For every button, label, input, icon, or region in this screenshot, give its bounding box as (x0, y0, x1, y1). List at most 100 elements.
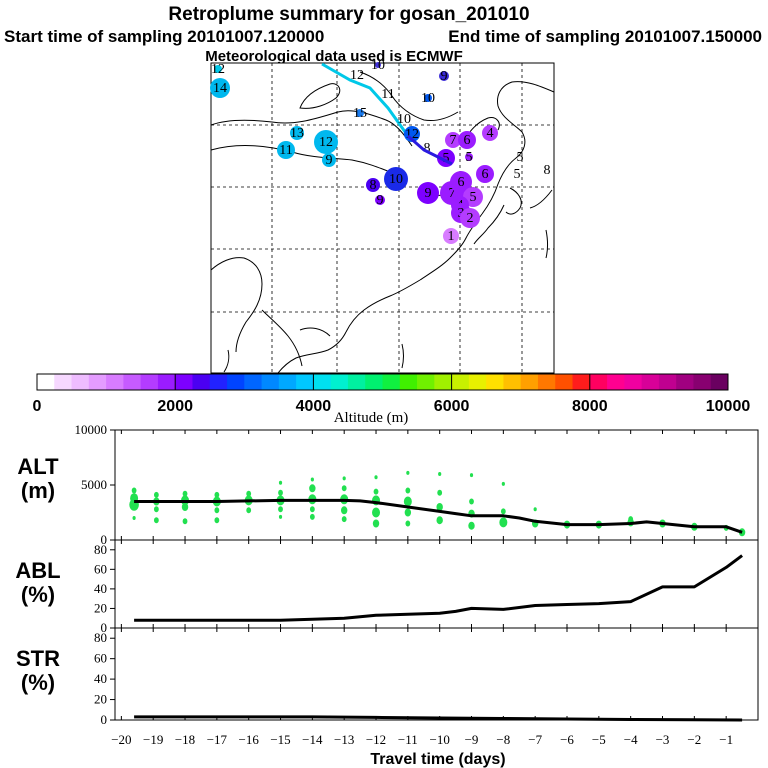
colorbar-swatch (261, 374, 280, 390)
altitude-sample-point (468, 521, 475, 530)
colorbar-swatch (468, 374, 487, 390)
colorbar-swatch (106, 374, 124, 390)
colorbar-swatch (88, 374, 107, 390)
altitude-sample-point (405, 520, 411, 527)
colorbar-swatch (192, 374, 211, 390)
x-tick-labels: −20 −19 −18 −17 −16 −15 −14 −13 −12 −11 −10 −9 −8 −7 −… (111, 732, 733, 747)
altitude-sample-point (533, 507, 537, 512)
x-tick-label: −7 (528, 732, 542, 747)
y-tick-label: 40 (94, 581, 107, 596)
altitude-sample-point (153, 491, 159, 498)
x-tick-label: −10 (430, 732, 450, 747)
map-point: 2 (460, 208, 480, 228)
altitude-sample-point (374, 475, 378, 480)
altitude-sample-point (372, 519, 380, 528)
colorbar-swatch (157, 374, 176, 390)
y-tick-label: 80 (94, 542, 107, 557)
panel-unit-label: (%) (21, 670, 55, 695)
colorbar-swatch (123, 374, 142, 390)
coastline (299, 327, 331, 337)
map-point-label: 2 (467, 211, 474, 226)
map-point: 9 (375, 193, 385, 208)
map-point-marker (314, 130, 338, 154)
map-point: 8 (424, 141, 431, 156)
altitude-sample-point (153, 506, 159, 513)
colorbar-tick-label: 6000 (434, 398, 470, 415)
map-point-label: 10 (397, 112, 411, 127)
end-time-label: End time of sampling 20101007.150000 (448, 27, 762, 46)
colorbar-swatch (710, 374, 729, 390)
map-point: 13 (290, 126, 304, 141)
altitude-sample-point (500, 508, 506, 515)
map-point-label: 9 (326, 153, 333, 168)
altitude-sample-point (436, 516, 443, 525)
altitude-sample-point (438, 472, 442, 476)
colorbar-swatch (244, 374, 263, 390)
map-point-label: 10 (371, 58, 385, 73)
map-point: 4 (482, 125, 498, 141)
colorbar-swatch (555, 374, 574, 390)
y-tick-label: 0 (101, 712, 108, 727)
altitude-sample-point (181, 503, 189, 511)
x-tick-label: −8 (496, 732, 510, 747)
map-point-label: 3 (458, 206, 465, 221)
map-point: 10 (421, 91, 435, 106)
x-tick-label: −6 (560, 732, 574, 747)
map-point: 9 (439, 69, 449, 84)
map-point-label: 10 (389, 172, 403, 187)
colorbar-swatch (54, 374, 73, 390)
altitude-sample-point (406, 470, 410, 475)
x-tick-label: −19 (143, 732, 163, 747)
altitude-sample-point (310, 477, 314, 482)
map-point: 10 (384, 167, 408, 191)
colorbar-swatch (434, 374, 453, 390)
y-tick-label: 40 (94, 671, 107, 686)
map-point: 6 (476, 165, 494, 183)
panel-str: 0 20 40 60 80 STR(%) (16, 627, 759, 727)
colorbar-tick-label: 10000 (706, 398, 751, 415)
altitude-sample-point (246, 507, 252, 514)
x-tick-label: −20 (111, 732, 131, 747)
map-point: 10 (371, 58, 385, 73)
colorbar-swatch (313, 374, 332, 390)
altitude-sample-point (132, 516, 136, 520)
map-point-label: 9 (377, 193, 384, 208)
mean-line (134, 715, 743, 722)
altitude-sample-point (341, 485, 347, 492)
map-point: 11 (381, 87, 394, 102)
coastline (345, 279, 421, 333)
map-point: 15 (353, 106, 367, 121)
map-point-label: 4 (487, 126, 494, 141)
coastline (505, 187, 522, 215)
coastline (529, 189, 553, 209)
map-point-marker (356, 109, 364, 117)
y-tick-label: 0 (101, 620, 108, 635)
x-tick-label: −11 (398, 732, 418, 747)
coastline (545, 229, 548, 259)
map-point: 5 (514, 167, 521, 182)
map-point-marker (424, 94, 432, 102)
x-tick-label: −4 (624, 732, 638, 747)
altitude-sample-point (469, 473, 474, 478)
map-point-marker (417, 182, 439, 204)
colorbar-swatch (607, 374, 625, 390)
x-tick-label: −16 (239, 732, 260, 747)
x-tick-label: −15 (270, 732, 290, 747)
x-tick-label: −18 (175, 732, 195, 747)
altitude-sample-point (309, 484, 316, 493)
colorbar-swatch (347, 374, 366, 390)
map-point-label: 5 (443, 151, 450, 166)
map-point: 9 (417, 182, 439, 204)
map-point-label: 5 (514, 167, 521, 182)
altitude-sample-point (404, 508, 412, 517)
altitude-sample-point (499, 517, 508, 528)
x-tick-label: −1 (719, 732, 733, 747)
map-point-label: 10 (421, 91, 435, 106)
coastline (473, 204, 505, 245)
altitude-sample-point (214, 491, 220, 498)
altitude-sample-point (278, 514, 283, 519)
map-point: 8 (366, 178, 380, 193)
map-point: 11 (277, 141, 295, 159)
map-point: 9 (322, 153, 336, 168)
